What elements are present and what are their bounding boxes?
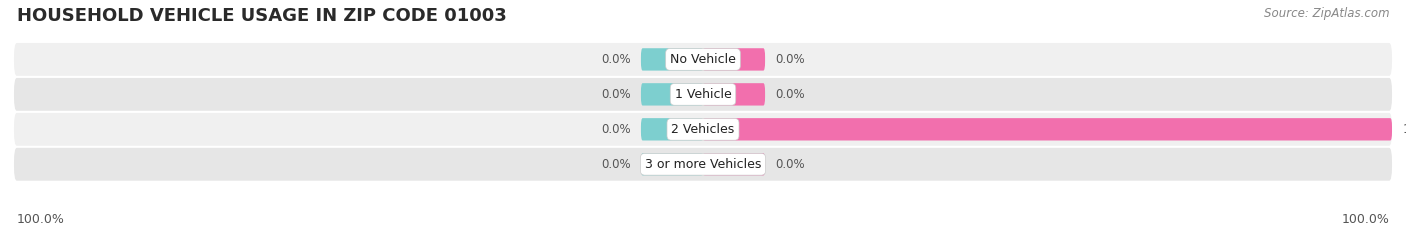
Text: 0.0%: 0.0% <box>600 88 631 101</box>
FancyBboxPatch shape <box>703 48 765 71</box>
Text: 100.0%: 100.0% <box>1402 123 1406 136</box>
Text: No Vehicle: No Vehicle <box>671 53 735 66</box>
FancyBboxPatch shape <box>703 118 1392 140</box>
FancyBboxPatch shape <box>641 153 703 175</box>
Text: 100.0%: 100.0% <box>17 213 65 226</box>
FancyBboxPatch shape <box>14 148 1392 181</box>
Text: 0.0%: 0.0% <box>600 123 631 136</box>
FancyBboxPatch shape <box>703 153 765 175</box>
Text: HOUSEHOLD VEHICLE USAGE IN ZIP CODE 01003: HOUSEHOLD VEHICLE USAGE IN ZIP CODE 0100… <box>17 7 506 25</box>
FancyBboxPatch shape <box>14 78 1392 111</box>
Text: 2 Vehicles: 2 Vehicles <box>672 123 734 136</box>
FancyBboxPatch shape <box>641 48 703 71</box>
Text: 3 or more Vehicles: 3 or more Vehicles <box>645 158 761 171</box>
Text: 0.0%: 0.0% <box>775 158 806 171</box>
Text: 0.0%: 0.0% <box>600 53 631 66</box>
Text: 0.0%: 0.0% <box>775 53 806 66</box>
FancyBboxPatch shape <box>641 83 703 106</box>
Text: 1 Vehicle: 1 Vehicle <box>675 88 731 101</box>
FancyBboxPatch shape <box>703 83 765 106</box>
FancyBboxPatch shape <box>14 43 1392 76</box>
Text: Source: ZipAtlas.com: Source: ZipAtlas.com <box>1264 7 1389 20</box>
FancyBboxPatch shape <box>14 113 1392 146</box>
Text: 0.0%: 0.0% <box>775 88 806 101</box>
FancyBboxPatch shape <box>641 118 703 140</box>
Text: 100.0%: 100.0% <box>1341 213 1389 226</box>
Text: 0.0%: 0.0% <box>600 158 631 171</box>
